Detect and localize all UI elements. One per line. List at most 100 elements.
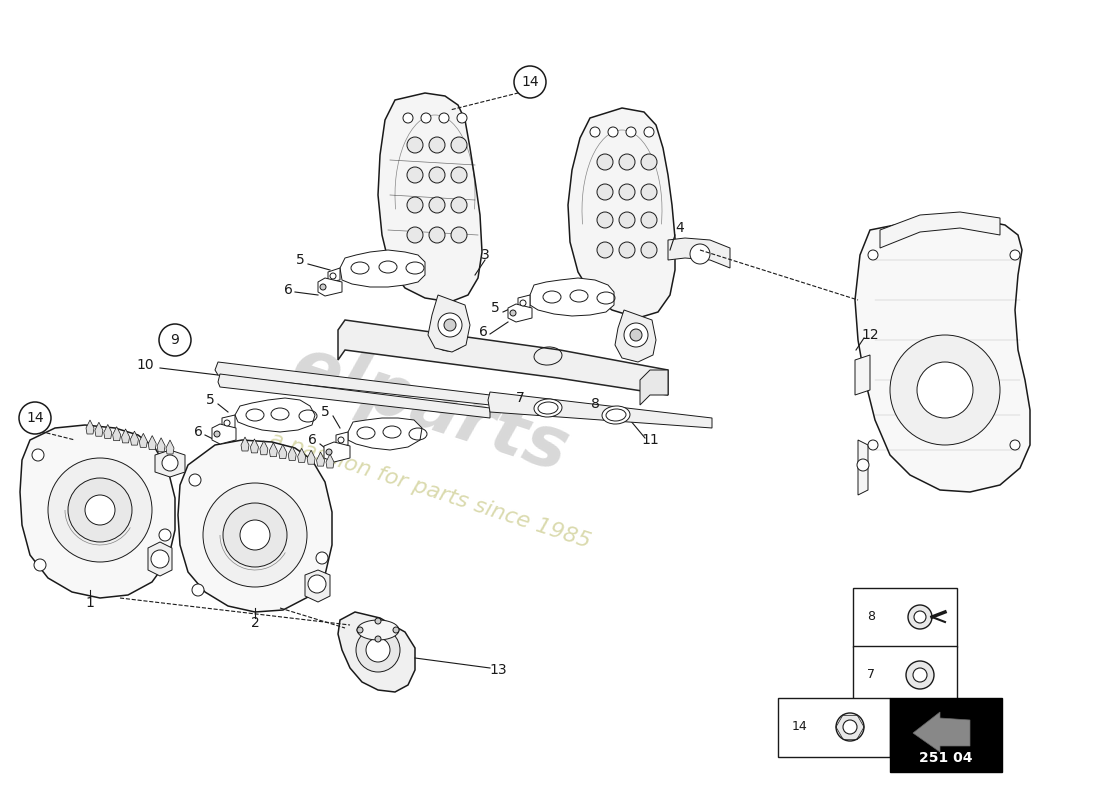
Polygon shape bbox=[324, 442, 350, 462]
Circle shape bbox=[429, 137, 446, 153]
Circle shape bbox=[597, 154, 613, 170]
Circle shape bbox=[514, 66, 546, 98]
Text: 10: 10 bbox=[136, 358, 154, 372]
Circle shape bbox=[151, 550, 169, 568]
Text: 5: 5 bbox=[491, 301, 499, 315]
Polygon shape bbox=[86, 420, 94, 434]
Polygon shape bbox=[858, 440, 868, 495]
Circle shape bbox=[316, 552, 328, 564]
Circle shape bbox=[240, 520, 270, 550]
Text: 3: 3 bbox=[481, 248, 490, 262]
Circle shape bbox=[48, 458, 152, 562]
Polygon shape bbox=[178, 440, 332, 612]
Ellipse shape bbox=[534, 399, 562, 417]
Circle shape bbox=[626, 127, 636, 137]
Circle shape bbox=[608, 127, 618, 137]
Circle shape bbox=[843, 720, 857, 734]
Circle shape bbox=[407, 167, 424, 183]
Text: 6: 6 bbox=[284, 283, 293, 297]
Polygon shape bbox=[298, 448, 306, 462]
Circle shape bbox=[429, 197, 446, 213]
Polygon shape bbox=[668, 238, 730, 268]
Polygon shape bbox=[348, 418, 422, 450]
Circle shape bbox=[308, 575, 326, 593]
Polygon shape bbox=[855, 218, 1030, 492]
Polygon shape bbox=[305, 570, 330, 602]
Circle shape bbox=[908, 605, 932, 629]
Circle shape bbox=[619, 242, 635, 258]
Circle shape bbox=[1010, 250, 1020, 260]
Polygon shape bbox=[428, 295, 470, 352]
Circle shape bbox=[160, 529, 170, 541]
Polygon shape bbox=[317, 452, 324, 466]
Circle shape bbox=[906, 661, 934, 689]
Text: 5: 5 bbox=[296, 253, 305, 267]
Circle shape bbox=[366, 638, 390, 662]
Polygon shape bbox=[336, 432, 348, 448]
Polygon shape bbox=[122, 429, 130, 443]
Circle shape bbox=[223, 503, 287, 567]
Circle shape bbox=[375, 618, 381, 624]
Polygon shape bbox=[278, 445, 287, 458]
Circle shape bbox=[597, 184, 613, 200]
Polygon shape bbox=[508, 304, 532, 322]
Circle shape bbox=[597, 242, 613, 258]
Polygon shape bbox=[855, 355, 870, 395]
Polygon shape bbox=[338, 612, 415, 692]
Circle shape bbox=[857, 459, 869, 471]
Polygon shape bbox=[95, 422, 103, 436]
Circle shape bbox=[439, 113, 449, 123]
Polygon shape bbox=[157, 438, 165, 452]
Circle shape bbox=[85, 495, 116, 525]
Circle shape bbox=[429, 167, 446, 183]
Polygon shape bbox=[328, 268, 340, 282]
Circle shape bbox=[868, 440, 878, 450]
Text: 9: 9 bbox=[170, 333, 179, 347]
Polygon shape bbox=[340, 250, 425, 287]
Polygon shape bbox=[218, 374, 490, 418]
Circle shape bbox=[224, 420, 230, 426]
Polygon shape bbox=[880, 212, 1000, 248]
Circle shape bbox=[597, 212, 613, 228]
Circle shape bbox=[192, 584, 204, 596]
FancyBboxPatch shape bbox=[852, 646, 957, 705]
Polygon shape bbox=[488, 392, 712, 428]
Polygon shape bbox=[615, 310, 656, 362]
Text: 7: 7 bbox=[516, 391, 525, 405]
Circle shape bbox=[619, 154, 635, 170]
FancyBboxPatch shape bbox=[890, 698, 1002, 772]
FancyBboxPatch shape bbox=[852, 588, 957, 647]
Text: elparts: elparts bbox=[283, 333, 578, 487]
Circle shape bbox=[451, 227, 468, 243]
Polygon shape bbox=[212, 424, 236, 444]
Polygon shape bbox=[288, 446, 296, 461]
Polygon shape bbox=[378, 93, 482, 302]
Polygon shape bbox=[155, 450, 185, 477]
Circle shape bbox=[451, 137, 468, 153]
Circle shape bbox=[375, 636, 381, 642]
Polygon shape bbox=[518, 295, 530, 310]
Polygon shape bbox=[235, 398, 315, 432]
Text: 8: 8 bbox=[591, 397, 600, 411]
Circle shape bbox=[644, 127, 654, 137]
Text: 5: 5 bbox=[320, 405, 329, 419]
Polygon shape bbox=[260, 441, 268, 454]
Text: 13: 13 bbox=[490, 663, 507, 677]
Polygon shape bbox=[20, 425, 175, 598]
Polygon shape bbox=[270, 442, 277, 457]
Circle shape bbox=[641, 242, 657, 258]
Circle shape bbox=[836, 713, 864, 741]
Circle shape bbox=[204, 483, 307, 587]
Circle shape bbox=[438, 313, 462, 337]
Circle shape bbox=[641, 212, 657, 228]
Circle shape bbox=[451, 197, 468, 213]
Circle shape bbox=[68, 478, 132, 542]
Polygon shape bbox=[338, 320, 668, 395]
Polygon shape bbox=[148, 542, 172, 576]
Ellipse shape bbox=[602, 406, 630, 424]
Circle shape bbox=[393, 627, 399, 633]
Polygon shape bbox=[640, 370, 668, 405]
Polygon shape bbox=[103, 425, 112, 438]
Text: 4: 4 bbox=[675, 221, 684, 235]
Polygon shape bbox=[568, 108, 675, 318]
